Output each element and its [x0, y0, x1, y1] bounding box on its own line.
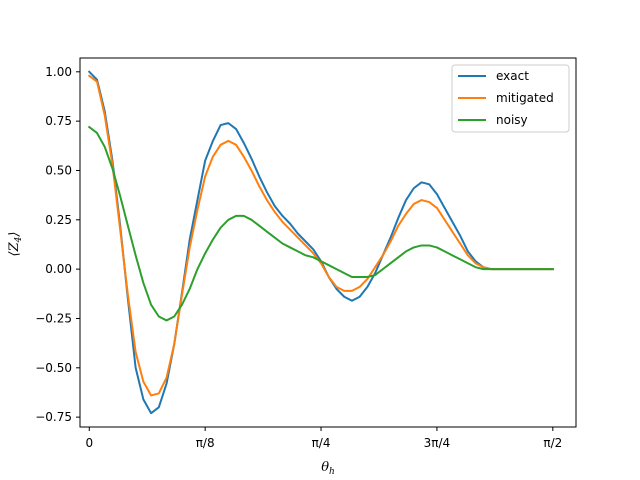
y-axis-label: ⟨Z4⟩	[7, 232, 24, 257]
legend-label-noisy: noisy	[496, 113, 528, 127]
y-tick-label: −0.50	[35, 361, 72, 375]
legend-label-exact: exact	[496, 69, 529, 83]
series-line-mitigated	[87, 74, 554, 397]
series-layer	[87, 70, 554, 415]
y-tick-label: 0.25	[45, 213, 72, 227]
x-tick-label: π/2	[543, 436, 562, 450]
x-axis-label: θh	[321, 460, 335, 477]
y-tick-label: 1.00	[45, 65, 72, 79]
y-tick-label: 0.50	[45, 163, 72, 177]
x-tick-label: 0	[85, 436, 93, 450]
y-tick-label: 0.75	[45, 114, 72, 128]
x-tick-label: π/4	[312, 436, 331, 450]
plot-frame	[79, 57, 577, 428]
x-tick-label: π/8	[196, 436, 215, 450]
y-tick-label: −0.25	[35, 311, 72, 325]
legend-label-mitigated: mitigated	[496, 91, 554, 105]
series-line-noisy	[87, 125, 554, 322]
x-tick-label: 3π/4	[424, 436, 451, 450]
legend: exact mitigated noisy	[451, 64, 570, 133]
y-tick-label: 0.00	[45, 262, 72, 276]
y-tick-label: −0.75	[35, 410, 72, 424]
legend-box	[451, 64, 570, 133]
axes-layer: 0 π/8 π/4 3π/4 π/2 −0.75 −0.50 −0.25 0.00 0.25 0.5…	[35, 57, 577, 450]
